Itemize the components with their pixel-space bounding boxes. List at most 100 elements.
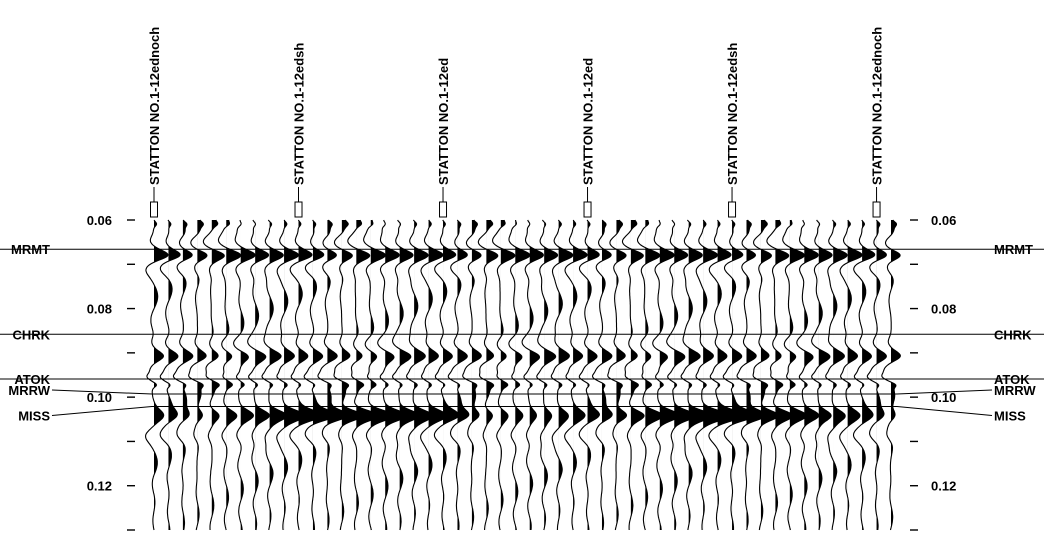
trace-wiggle — [680, 219, 713, 531]
trace-fill — [746, 220, 767, 530]
trace-wiggle — [303, 219, 337, 531]
trace-fill — [226, 220, 241, 530]
horizon-label: MRMT — [11, 242, 50, 257]
trace-fill — [269, 220, 287, 530]
trace-fill — [255, 220, 270, 530]
trace-fill — [760, 220, 779, 530]
trace-wiggle — [550, 219, 574, 530]
trace-fill — [414, 220, 433, 530]
trace-fill — [500, 220, 515, 530]
trace-wiggle — [736, 219, 768, 531]
trace-fill — [616, 220, 627, 530]
trace-wiggle — [621, 219, 645, 531]
trace-wiggle — [666, 219, 697, 531]
tick-label: 0.12 — [87, 479, 112, 494]
trace-wiggle — [233, 219, 256, 531]
horizon-label: MRMT — [994, 242, 1033, 257]
trace-wiggle — [564, 219, 588, 531]
horizon-label: CHRK — [994, 327, 1032, 342]
tick-label: 0.10 — [931, 390, 956, 405]
trace-wiggle — [392, 219, 420, 531]
horizon-label: MRRW — [994, 383, 1036, 398]
trace-wiggle — [462, 219, 482, 531]
trace-fill — [833, 220, 848, 530]
trace-fill — [486, 220, 498, 530]
trace-fill — [544, 220, 558, 530]
well-marker — [294, 201, 303, 218]
trace-fill — [587, 220, 600, 530]
trace-wiggle — [852, 219, 876, 531]
trace-wiggle — [363, 219, 395, 531]
trace-fill — [356, 220, 379, 530]
trace-wiggle — [695, 219, 730, 530]
trace-wiggle — [881, 219, 901, 531]
well-label: STATTON NO.1-12edsh — [292, 43, 307, 185]
trace-wiggle — [591, 219, 613, 531]
trace-wiggle — [202, 219, 225, 531]
trace-wiggle — [811, 219, 833, 531]
trace-wiggle — [145, 219, 169, 531]
trace-wiggle — [317, 219, 350, 531]
trace-wiggle — [866, 219, 887, 531]
trace-fill — [862, 220, 875, 530]
trace-wiggle — [722, 219, 757, 530]
trace-wiggle — [217, 219, 242, 531]
trace-fill — [327, 220, 349, 530]
trace-fill — [471, 220, 482, 530]
trace-fill — [197, 220, 207, 530]
well-label: STATTON NO.1-12ednoch — [870, 27, 885, 185]
trace-fill — [211, 220, 225, 530]
trace-fill — [529, 220, 544, 530]
trace-wiggle — [447, 219, 470, 531]
tick-label: 0.10 — [87, 390, 112, 405]
trace-wiggle — [159, 219, 181, 531]
trace-wiggle — [766, 219, 794, 531]
trace-wiggle — [652, 219, 681, 531]
trace-fill — [717, 220, 745, 530]
trace-fill — [312, 220, 336, 530]
well-label: STATTON NO.1-12ed — [436, 58, 451, 185]
trace-fill — [443, 220, 459, 530]
well-marker — [583, 201, 592, 218]
tick-label: 0.08 — [931, 302, 956, 317]
trace-wiggle — [276, 219, 306, 531]
trace-wiggle — [708, 219, 746, 531]
tick-label: 0.06 — [87, 213, 112, 228]
horizon-line — [51, 405, 993, 416]
trace-wiggle — [172, 219, 194, 531]
trace-fill — [370, 220, 394, 530]
well-label: STATTON NO.1-12ed — [581, 58, 596, 185]
well-label-group: STATTON NO.1-12ednoch STATTON NO.1-12edsh… — [147, 27, 885, 218]
trace-fill — [789, 220, 807, 530]
trace-wiggle — [247, 219, 270, 531]
horizon-label: MRRW — [8, 383, 50, 398]
trace-wiggle — [578, 219, 600, 530]
well-marker — [439, 201, 448, 218]
trace-wiggle — [261, 219, 288, 531]
trace-fill — [385, 220, 407, 530]
trace-wiggle — [188, 219, 208, 531]
well-marker — [728, 201, 737, 218]
trace-wiggle — [492, 219, 516, 531]
well-label: STATTON NO.1-12edsh — [725, 43, 740, 185]
trace-fill — [630, 220, 645, 530]
trace-fill — [804, 220, 819, 530]
trace-fill — [601, 220, 613, 530]
trace-wiggle — [477, 219, 499, 530]
well-label: STATTON NO.1-12ednoch — [147, 27, 162, 185]
trace-wiggle — [377, 219, 408, 530]
trace-wiggle — [433, 219, 460, 531]
horizon-label: ATOK — [994, 372, 1030, 387]
horizon-label: CHRK — [12, 327, 50, 342]
trace-fill — [284, 220, 306, 530]
trace-wiggle — [347, 219, 380, 531]
tick-label: 0.08 — [87, 302, 112, 317]
trace-fill — [457, 220, 469, 530]
trace-wiggle — [752, 219, 779, 531]
well-marker — [872, 201, 881, 218]
tick-label: 0.06 — [931, 213, 956, 228]
trace-fill — [674, 220, 696, 530]
trace-group — [145, 219, 901, 531]
trace-wiggle — [536, 219, 559, 531]
